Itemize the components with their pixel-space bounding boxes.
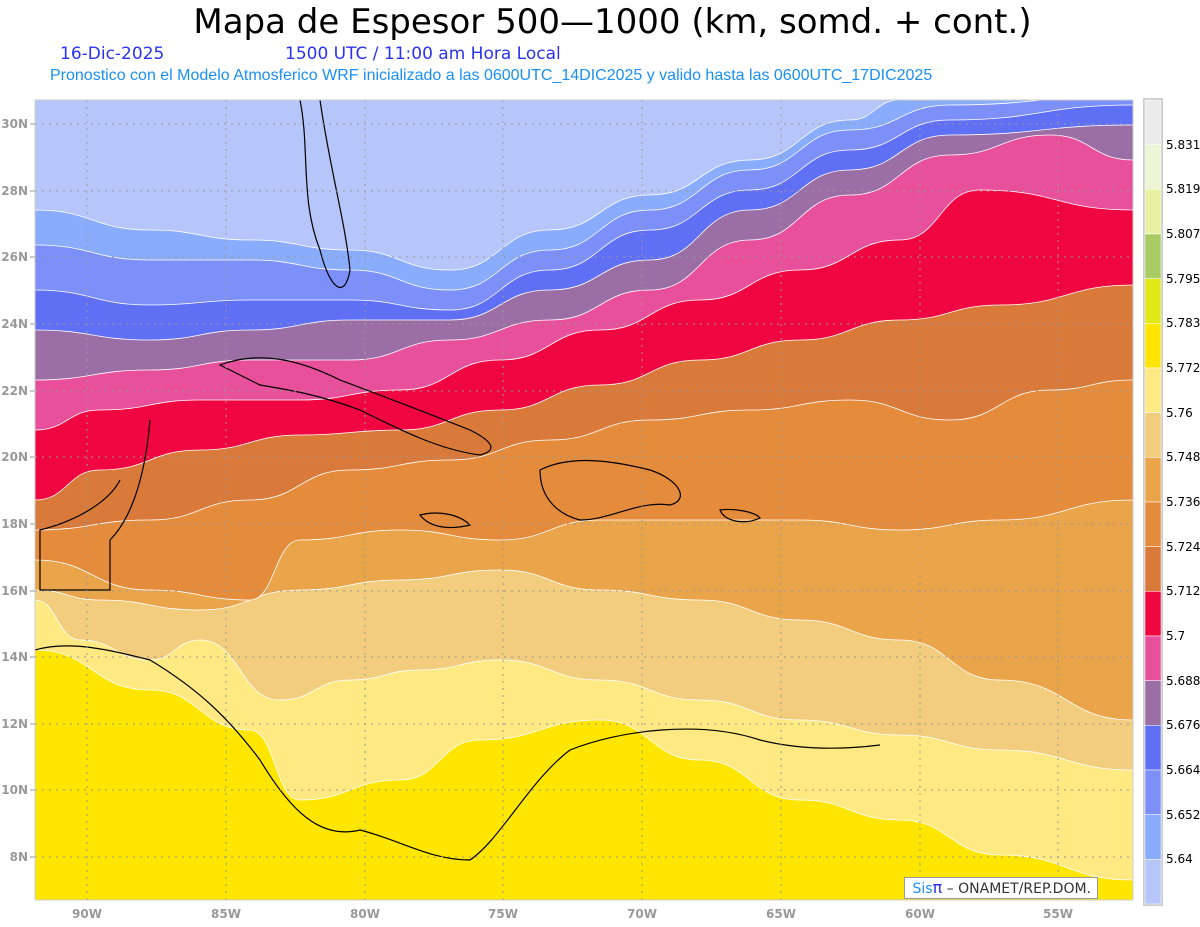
colorbar-label: 5.772	[1166, 361, 1200, 375]
lon-label: 85W	[211, 907, 241, 921]
colorbar-swatch	[1144, 189, 1162, 235]
colorbar-label: 5.7	[1166, 629, 1186, 643]
colorbar-swatch	[1144, 501, 1162, 547]
colorbar-swatch	[1144, 769, 1162, 815]
colorbar-swatch	[1144, 278, 1162, 324]
lat-label: 10N	[1, 783, 28, 797]
colorbar-swatch	[1144, 725, 1162, 771]
coastline	[35, 645, 881, 861]
lon-label: 65W	[766, 907, 796, 921]
shaded-bands	[35, 100, 1133, 900]
lat-label: 16N	[1, 584, 28, 598]
colorbar-label: 5.76	[1166, 405, 1193, 420]
colorbar-swatch	[1144, 457, 1162, 503]
colorbar-label: 5.724	[1166, 539, 1200, 554]
coastline	[299, 100, 351, 289]
colorbar-swatch	[1144, 591, 1162, 637]
credit-sis: Sis	[912, 881, 933, 897]
colorbar-label: 5.712	[1166, 584, 1200, 599]
colorbar-label: 5.748	[1166, 450, 1200, 465]
colorbar-swatch	[1144, 680, 1162, 726]
colorbar-frame	[1143, 98, 1163, 906]
colorbar-swatch	[1144, 144, 1162, 190]
colorbar-swatch	[1144, 99, 1162, 145]
coastline	[539, 459, 681, 521]
colorbar-label: 5.736	[1166, 495, 1200, 509]
credit-org: – ONAMET/REP.DOM.	[946, 881, 1091, 897]
forecast-date: 16-Dic-2025	[60, 44, 165, 64]
colorbar-swatch	[1144, 635, 1162, 681]
coastline	[719, 508, 761, 523]
colorbar-label: 5.64	[1166, 852, 1193, 867]
forecast-time: 1500 UTC / 11:00 am Hora Local	[285, 44, 561, 64]
lat-label: 30N	[1, 117, 28, 131]
lon-label: 60W	[905, 907, 935, 921]
colorbar-label: 5.831	[1166, 137, 1200, 152]
lon-label: 70W	[627, 907, 657, 921]
colorbar-label: 5.819	[1166, 182, 1200, 197]
lon-label: 75W	[488, 907, 518, 921]
colorbar-swatch	[1144, 323, 1162, 369]
map-title: Mapa de Espesor 500—1000 (km, somd. + co…	[193, 2, 1032, 42]
lat-label: 12N	[1, 717, 28, 731]
lon-label: 80W	[350, 907, 380, 921]
colorbar-swatch	[1144, 367, 1162, 413]
colorbar-label: 5.652	[1166, 807, 1200, 822]
coastline	[418, 512, 472, 529]
lon-label: 90W	[72, 907, 102, 921]
lat-label: 20N	[1, 450, 28, 464]
coastline	[39, 419, 151, 591]
lat-label: 8N	[10, 850, 28, 864]
colorbar-label: 5.807	[1166, 227, 1200, 241]
colorbar-label: 5.664	[1166, 763, 1200, 777]
map-frame	[34, 99, 1134, 901]
lon-label: 55W	[1043, 907, 1073, 921]
lat-label: 28N	[1, 184, 28, 198]
colorbar-swatch	[1144, 412, 1162, 458]
colorbar-label: 5.688	[1166, 673, 1200, 688]
lat-label: 26N	[1, 250, 28, 264]
colorbar-swatch	[1144, 814, 1162, 860]
credit-pi: π	[932, 878, 943, 897]
colorbar-label: 5.795	[1166, 271, 1200, 286]
colorbar-label: 5.783	[1166, 316, 1200, 331]
colorbar-swatch	[1144, 859, 1162, 905]
lat-label: 24N	[1, 317, 28, 331]
lat-label: 14N	[1, 650, 28, 664]
coastline	[218, 357, 492, 456]
colorbar-swatch	[1144, 546, 1162, 592]
model-info: Pronostico con el Modelo Atmosferico WRF…	[50, 67, 933, 84]
lat-label: 22N	[1, 384, 28, 398]
credit-box: Sisπ – ONAMET/REP.DOM.	[903, 877, 1098, 899]
colorbar-label: 5.676	[1166, 718, 1200, 733]
lat-label: 18N	[1, 517, 28, 531]
colorbar-swatch	[1144, 233, 1162, 279]
